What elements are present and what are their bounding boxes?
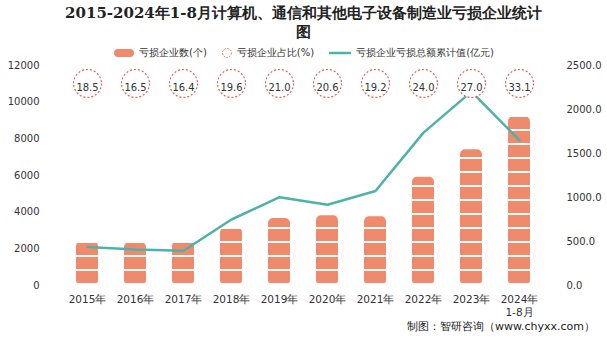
svg-text:500.0: 500.0 [567,236,596,247]
svg-text:4000: 4000 [14,206,39,217]
svg-text:2019年: 2019年 [261,293,299,305]
svg-text:33.1: 33.1 [508,82,530,93]
html-text:亏损企业亏损总额累计值(亿元): 亏损企业亏损总额累计值(亿元) [356,47,494,58]
svg-text:2020年: 2020年 [309,293,347,305]
svg-text:18.5: 18.5 [76,82,98,93]
svg-text:1000.0: 1000.0 [567,192,602,203]
svg-text:2017年: 2017年 [165,293,203,305]
svg-text:2022年: 2022年 [405,293,443,305]
svg-text:2000: 2000 [14,243,39,254]
html-text:亏损企业数(个): 亏损企业数(个) [139,47,207,58]
svg-text:0.0: 0.0 [567,280,583,291]
html-text:亏损企业占比(%): 亏损企业占比(%) [236,47,315,58]
svg-text:2021年: 2021年 [357,293,395,305]
svg-text:24.0: 24.0 [412,82,434,93]
svg-text:2018年: 2018年 [213,293,251,305]
svg-text:8000: 8000 [14,133,39,144]
svg-text:19.6: 19.6 [220,82,242,93]
svg-text:16.4: 16.4 [172,82,194,93]
html-text:2015-2024年1-8月计算机、通信和其他电子设备制造业: 2015-2024年1-8月计算机、通信和其他电子设备制造业亏损企业统计图 [65,4,542,41]
svg-text:27.0: 27.0 [460,82,482,93]
svg-text:2500.0: 2500.0 [567,61,602,71]
svg-text:0: 0 [33,280,39,291]
svg-text:2024年1-8月: 2024年1-8月 [501,293,539,318]
svg-text:2023年: 2023年 [453,293,491,305]
svg-text:12000: 12000 [8,61,40,71]
html-text:制图：智研咨询（www.chyxx.com）: 制图：智研咨询（www.chyxx.com） [407,320,595,333]
svg-text:2000.0: 2000.0 [567,104,602,115]
svg-text:1500.0: 1500.0 [567,148,602,159]
svg-text:2015年: 2015年 [69,293,107,305]
svg-text:20.6: 20.6 [316,82,338,93]
svg-text:16.5: 16.5 [124,82,146,93]
svg-text:21.0: 21.0 [268,82,290,93]
svg-text:10000: 10000 [8,96,40,107]
svg-text:19.2: 19.2 [364,82,386,93]
svg-text:6000: 6000 [14,170,39,181]
svg-text:2016年: 2016年 [117,293,155,305]
